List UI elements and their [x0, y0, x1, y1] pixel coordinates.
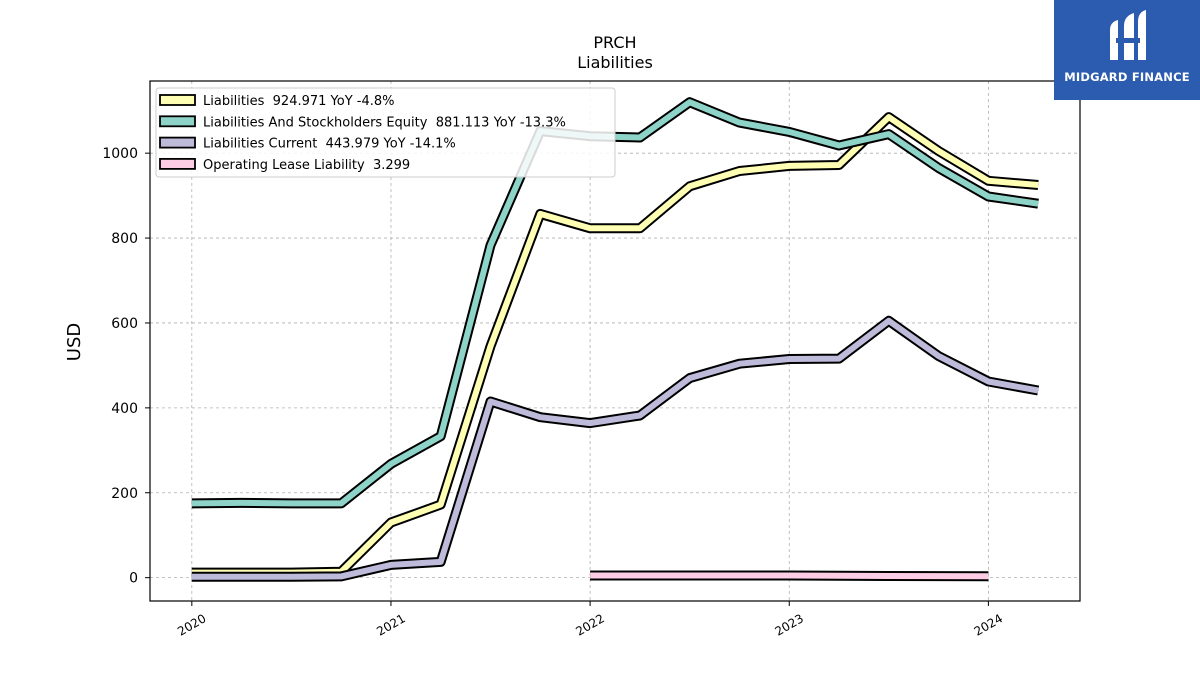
logo-text: MIDGARD FINANCE: [1064, 70, 1190, 84]
legend-swatch: [159, 115, 196, 128]
chart-title: PRCH: [593, 33, 636, 52]
legend-item: Liabilities Current 443.979 YoY -14.1%: [159, 136, 456, 152]
y-tick-label: 400: [111, 401, 138, 417]
legend-box: [155, 87, 616, 178]
x-tick-label: 2020: [175, 611, 208, 638]
x-tick-label: 2024: [972, 611, 1005, 638]
legend: Liabilities 924.971 YoY -4.8% Liabilities…: [155, 87, 616, 178]
midgard-finance-logo: MIDGARD FINANCE: [1054, 0, 1200, 100]
legend-label: Liabilities 924.971 YoY -4.8%: [203, 94, 395, 109]
y-axis-label: USD: [64, 323, 85, 361]
x-tick-label: 2022: [573, 611, 606, 638]
series-line-fill: [590, 572, 989, 580]
logo-mark-icon: [1110, 10, 1146, 60]
series-line: [191, 315, 1040, 582]
legend-label: Operating Lease Liability 3.299: [203, 158, 410, 173]
y-tick-label: 800: [111, 231, 138, 247]
legend-swatch: [159, 157, 196, 170]
plot-frame: [149, 80, 1081, 602]
x-tick-label: 2021: [374, 611, 407, 638]
y-tick-label: 200: [111, 486, 138, 502]
chart-subtitle: Liabilities: [577, 53, 653, 72]
legend-swatch: [159, 136, 196, 149]
series-line: [590, 570, 989, 582]
legend-label: Liabilities Current 443.979 YoY -14.1%: [203, 137, 456, 152]
legend-item: Liabilities 924.971 YoY -4.8%: [159, 94, 395, 109]
y-tick-label: 600: [111, 316, 138, 332]
y-tick-label: 1000: [102, 146, 138, 162]
legend-label: Liabilities And Stockholders Equity 881.…: [203, 115, 566, 130]
series-line-outline: [191, 315, 1040, 582]
legend-item: Liabilities And Stockholders Equity 881.…: [159, 115, 566, 130]
y-tick-label: 0: [129, 571, 138, 587]
legend-swatch: [159, 94, 196, 106]
series-line-fill: [191, 317, 1039, 580]
legend-item: Operating Lease Liability 3.299: [159, 157, 410, 173]
x-tick-label: 2023: [773, 611, 806, 638]
